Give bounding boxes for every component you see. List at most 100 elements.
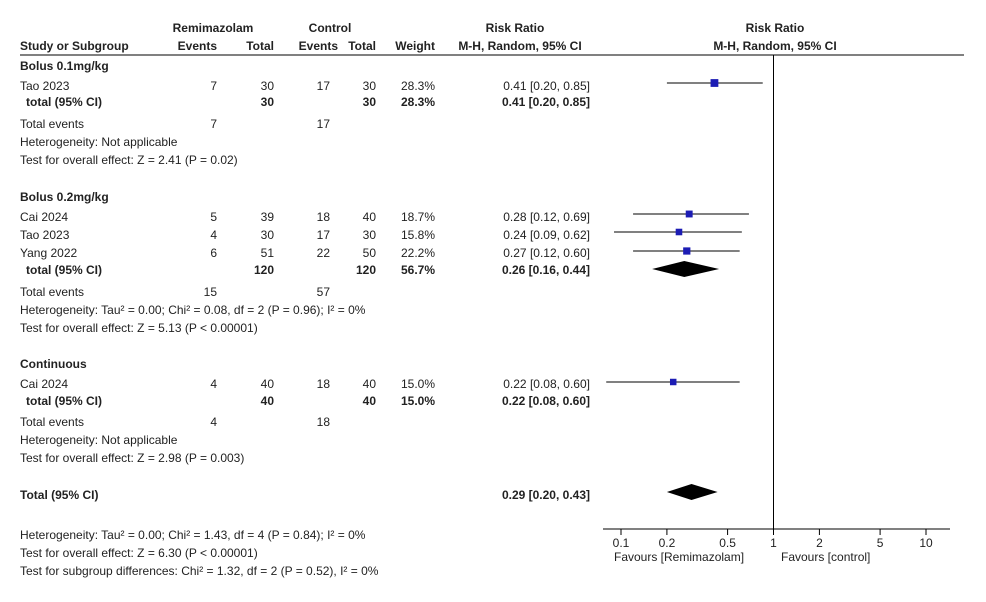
footer-heterogeneity: Heterogeneity: Tau² = 0.00; Chi² = 1.43,… (20, 528, 366, 542)
events2: 18 (316, 377, 330, 391)
study-column-header: Study or Subgroup (20, 39, 129, 53)
favours-left-label: Favours [Remimazolam] (614, 550, 745, 564)
x-axis-tick-label: 0.5 (719, 536, 736, 550)
method-right-header: M-H, Random, 95% CI (713, 39, 837, 53)
risk-ratio-ci: 0.41 [0.20, 0.85] (503, 79, 590, 93)
total-events1: 15 (203, 285, 217, 299)
x-axis-tick-label: 0.1 (613, 536, 630, 550)
weight: 15.0% (400, 377, 435, 391)
weight: 15.8% (400, 228, 435, 242)
study-square (669, 378, 677, 386)
weight-header: Weight (395, 39, 435, 53)
heterogeneity-text: Heterogeneity: Tau² = 0.00; Chi² = 0.08,… (20, 303, 366, 317)
study-square (685, 210, 693, 218)
subgroup-title: Continuous (20, 357, 87, 371)
study-name: Cai 2024 (20, 210, 69, 224)
pooled-diamond (666, 484, 718, 500)
total2: 50 (362, 246, 376, 260)
total2: 30 (362, 228, 376, 242)
study-name: Cai 2024 (20, 377, 69, 391)
total1: 40 (260, 377, 274, 391)
study-name: Tao 2023 (20, 228, 70, 242)
events1: 5 (210, 210, 217, 224)
rr-title-left: Risk Ratio (485, 21, 545, 35)
events1: 4 (210, 377, 217, 391)
subtotal-label: total (95% CI) (26, 95, 103, 109)
risk-ratio-ci: 0.24 [0.09, 0.62] (503, 228, 590, 242)
events1: 4 (210, 228, 217, 242)
subtotal-n1: 120 (253, 263, 274, 277)
x-axis-tick-label: 0.2 (659, 536, 676, 550)
subtotal-weight: 15.0% (400, 394, 435, 408)
group2-header: Control (308, 21, 352, 35)
x-axis-tick-label: 1 (770, 536, 777, 550)
footer-subgroup-differences: Test for subgroup differences: Chi² = 1.… (20, 564, 379, 578)
x-axis-tick-label: 2 (816, 536, 823, 550)
total-events2: 17 (316, 117, 330, 131)
events2: 18 (316, 210, 330, 224)
study-name: Yang 2022 (20, 246, 78, 260)
total2-header: Total (348, 39, 376, 53)
risk-ratio-ci: 0.22 [0.08, 0.60] (503, 377, 590, 391)
footer-overall-effect: Test for overall effect: Z = 6.30 (P < 0… (20, 546, 258, 560)
total2: 30 (362, 79, 376, 93)
subtotal-n1: 40 (260, 394, 274, 408)
overall-effect-text: Test for overall effect: Z = 2.98 (P = 0… (20, 451, 245, 465)
risk-ratio-ci: 0.27 [0.12, 0.60] (503, 246, 590, 260)
x-axis-tick-label: 5 (877, 536, 884, 550)
subtotal-ci: 0.26 [0.16, 0.44] (501, 263, 590, 277)
subtotal-n2: 40 (362, 394, 376, 408)
subtotal-n1: 30 (260, 95, 274, 109)
weight: 18.7% (400, 210, 435, 224)
group1-header: Remimazolam (172, 21, 254, 35)
total-events2: 18 (316, 415, 330, 429)
subgroup-title: Bolus 0.2mg/kg (20, 190, 109, 204)
grand-total-label: Total (95% CI) (20, 488, 99, 502)
risk-ratio-ci: 0.28 [0.12, 0.69] (503, 210, 590, 224)
subtotal-ci: 0.41 [0.20, 0.85] (501, 95, 590, 109)
subtotal-label: total (95% CI) (26, 263, 103, 277)
total-events2: 57 (316, 285, 330, 299)
total-events-label: Total events (20, 415, 85, 429)
favours-right-label: Favours [control] (781, 550, 871, 564)
events1: 6 (210, 246, 217, 260)
study-square (683, 247, 691, 255)
subgroup-title: Bolus 0.1mg/kg (20, 59, 109, 73)
weight: 22.2% (400, 246, 435, 260)
subtotal-label: total (95% CI) (26, 394, 103, 408)
subtotal-n2: 30 (362, 95, 376, 109)
total-events-label: Total events (20, 285, 85, 299)
total1: 39 (260, 210, 274, 224)
events2: 17 (316, 79, 330, 93)
heterogeneity-text: Heterogeneity: Not applicable (20, 433, 178, 447)
total-events1: 7 (210, 117, 217, 131)
subtotal-ci: 0.22 [0.08, 0.60] (501, 394, 590, 408)
events2-header: Events (298, 39, 338, 53)
events2: 17 (316, 228, 330, 242)
events1-header: Events (177, 39, 217, 53)
subtotal-n2: 120 (355, 263, 376, 277)
events2: 22 (316, 246, 330, 260)
total1-header: Total (246, 39, 274, 53)
study-square (710, 79, 719, 87)
rr-title-right: Risk Ratio (745, 21, 805, 35)
subtotal-weight: 28.3% (400, 95, 435, 109)
total1: 30 (260, 79, 274, 93)
pooled-diamond (652, 261, 720, 277)
events1: 7 (210, 79, 217, 93)
subtotal-weight: 56.7% (400, 263, 435, 277)
study-square (675, 228, 683, 236)
method-left-header: M-H, Random, 95% CI (458, 39, 582, 53)
overall-effect-text: Test for overall effect: Z = 5.13 (P < 0… (20, 321, 258, 335)
total-events1: 4 (210, 415, 217, 429)
study-name: Tao 2023 (20, 79, 70, 93)
total1: 30 (260, 228, 274, 242)
weight: 28.3% (400, 79, 435, 93)
total2: 40 (362, 377, 376, 391)
grand-total-ci: 0.29 [0.20, 0.43] (501, 488, 590, 502)
total-events-label: Total events (20, 117, 85, 131)
total2: 40 (362, 210, 376, 224)
overall-effect-text: Test for overall effect: Z = 2.41 (P = 0… (20, 153, 238, 167)
x-axis-tick-label: 10 (919, 536, 933, 550)
